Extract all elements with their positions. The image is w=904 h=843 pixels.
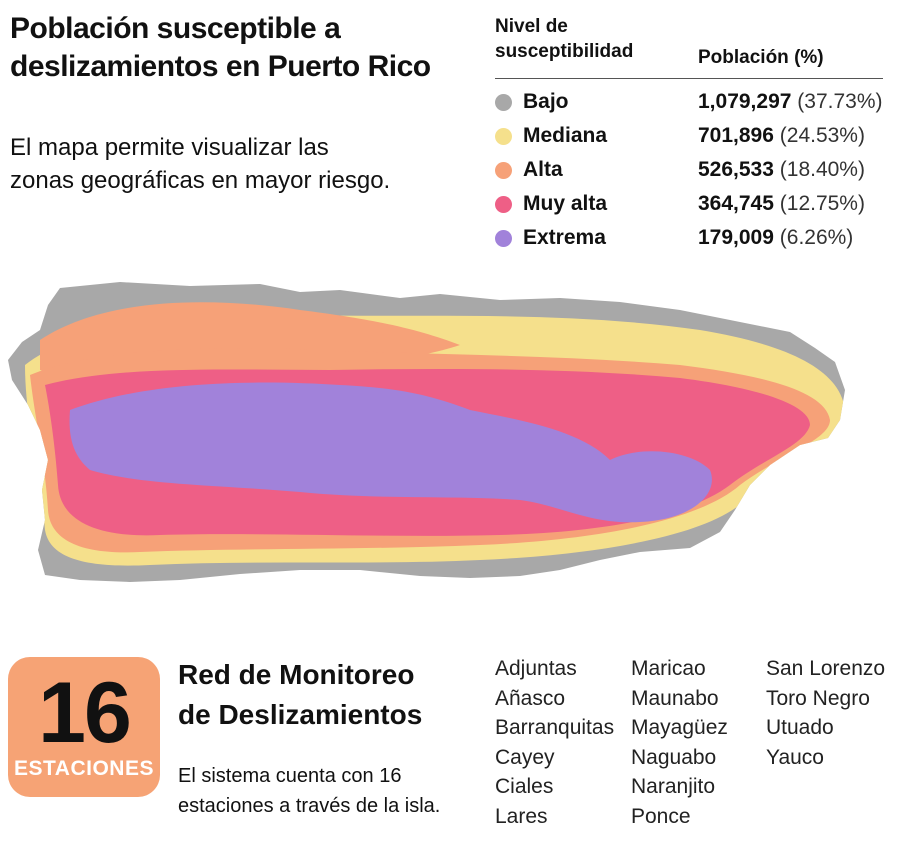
population-percent: (6.26%) <box>779 226 854 249</box>
station-item: Maricao <box>631 657 706 680</box>
station-item: Toro Negro <box>766 686 870 710</box>
stations-list-col-3: San Lorenzo Toro Negro Utuado Yauco <box>766 654 885 772</box>
legend-level-label: Muy alta <box>523 192 608 215</box>
station-item: Utuado <box>766 716 834 739</box>
legend-row-bajo: Bajo 1,079,297 (37.73%) <box>495 85 895 119</box>
page-title: Población susceptible a deslizamientos e… <box>10 10 431 86</box>
population-percent: (12.75%) <box>779 192 865 215</box>
legend-population-header: Población (%) <box>698 47 824 68</box>
population-value: 526,533 <box>698 158 774 181</box>
legend-row-extrema: Extrema 179,009 (6.26%) <box>495 221 895 255</box>
legend-row-muy-alta: Muy alta 364,745 (12.75%) <box>495 187 895 221</box>
puerto-rico-susceptibility-map <box>8 282 845 582</box>
monitoring-description-line-2: estaciones a través de la isla. <box>178 795 441 817</box>
station-item: Ponce <box>631 804 691 828</box>
station-item: San Lorenzo <box>766 657 886 680</box>
station-item: Cayey <box>495 745 555 769</box>
legend-level-header: Nivel de susceptibilidad <box>495 14 633 64</box>
title-line-1: Población susceptible a <box>10 12 341 45</box>
zone-extrema <box>69 382 712 523</box>
legend-level-label: Mediana <box>523 124 608 147</box>
population-percent: (24.53%) <box>779 124 865 147</box>
level-dot-icon <box>495 128 512 145</box>
legend-divider <box>495 78 883 79</box>
legend-level-header-line-1: Nivel de <box>495 16 568 37</box>
station-item: Yauco <box>766 745 824 769</box>
page-subtitle: El mapa permite visualizar las zonas geo… <box>10 131 390 197</box>
stations-list-col-2: Maricao Maunabo Mayagüez Naguabo Naranji… <box>631 654 728 831</box>
population-value: 364,745 <box>698 192 774 215</box>
legend-row-alta: Alta 526,533 (18.40%) <box>495 153 895 187</box>
station-item: Lares <box>495 804 548 828</box>
population-value: 1,079,297 <box>698 90 792 113</box>
monitoring-title-line-1: Red de Monitoreo <box>178 659 415 690</box>
level-dot-icon <box>495 94 512 111</box>
station-item: Naranjito <box>631 775 716 798</box>
legend-population: 364,745 (12.75%) <box>698 187 865 221</box>
legend-population: 701,896 (24.53%) <box>698 119 865 153</box>
station-item: Adjuntas <box>495 657 577 680</box>
station-item: Ciales <box>495 775 554 798</box>
station-item: Barranquitas <box>495 716 615 739</box>
station-item: Naguabo <box>631 745 717 769</box>
stations-count: 16 <box>38 665 132 761</box>
legend-population: 526,533 (18.40%) <box>698 153 865 187</box>
title-line-2: deslizamientos en Puerto Rico <box>10 50 431 83</box>
legend-level-label: Alta <box>523 158 563 181</box>
monitoring-description-line-1: El sistema cuenta con 16 <box>178 765 402 787</box>
stations-count-label: ESTACIONES <box>14 757 154 780</box>
legend-level-label: Bajo <box>523 90 569 113</box>
legend-level-label: Extrema <box>523 226 606 249</box>
legend-population: 179,009 (6.26%) <box>698 221 853 255</box>
stations-list-col-1: Adjuntas Añasco Barranquitas Cayey Ciale… <box>495 654 614 831</box>
monitoring-title-line-2: de Deslizamientos <box>178 699 423 730</box>
station-item: Maunabo <box>631 686 719 710</box>
population-percent: (37.73%) <box>797 90 883 113</box>
station-item: Añasco <box>495 686 566 710</box>
subtitle-line-1: El mapa permite visualizar las <box>10 134 329 161</box>
legend-row-mediana: Mediana 701,896 (24.53%) <box>495 119 895 153</box>
stations-count-badge: 16 ESTACIONES <box>8 657 160 797</box>
level-dot-icon <box>495 196 512 213</box>
population-value: 701,896 <box>698 124 774 147</box>
population-percent: (18.40%) <box>779 158 865 181</box>
legend-level-header-line-2: susceptibilidad <box>495 41 634 62</box>
population-value: 179,009 <box>698 226 774 249</box>
legend-population: 1,079,297 (37.73%) <box>698 85 883 119</box>
level-dot-icon <box>495 162 512 179</box>
monitoring-title: Red de Monitoreo de Deslizamientos <box>178 655 422 735</box>
subtitle-line-2: zonas geográficas en mayor riesgo. <box>10 167 391 194</box>
station-item: Mayagüez <box>631 716 728 739</box>
level-dot-icon <box>495 230 512 247</box>
monitoring-description: El sistema cuenta con 16 estaciones a tr… <box>178 761 440 821</box>
